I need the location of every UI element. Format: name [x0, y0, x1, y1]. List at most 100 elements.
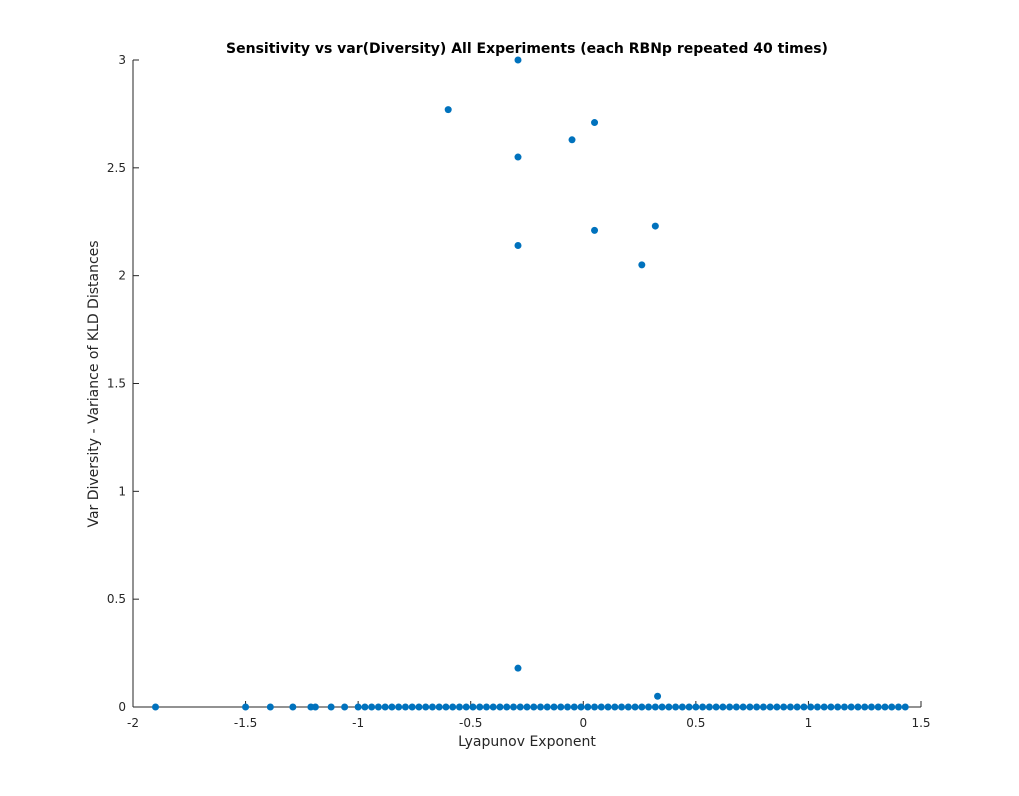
- scatter-point: [746, 703, 754, 711]
- data-points: [152, 56, 909, 711]
- axes: [132, 60, 921, 708]
- scatter-point: [564, 703, 572, 711]
- scatter-point: [514, 56, 522, 64]
- scatter-point: [591, 119, 599, 127]
- x-tick-label: -1: [352, 716, 364, 730]
- y-axis-label: Var Diversity - Variance of KLD Distance…: [86, 240, 102, 527]
- scatter-point: [739, 703, 747, 711]
- scatter-point: [509, 703, 517, 711]
- scatter-point: [638, 261, 646, 269]
- x-tick-label: -0.5: [459, 716, 482, 730]
- scatter-point: [854, 703, 862, 711]
- scatter-point: [496, 703, 504, 711]
- scatter-point: [834, 703, 842, 711]
- scatter-point: [780, 703, 788, 711]
- scatter-point: [591, 703, 599, 711]
- scatter-point: [327, 703, 335, 711]
- x-tick-label: 0: [579, 716, 587, 730]
- scatter-point: [341, 703, 349, 711]
- scatter-point: [651, 222, 659, 230]
- scatter-point: [401, 703, 409, 711]
- scatter-point: [712, 703, 720, 711]
- scatter-point: [705, 703, 713, 711]
- y-ticks: 0 0.5 1 1.5 2 2.5 3: [107, 53, 139, 714]
- scatter-point: [611, 703, 619, 711]
- scatter-point: [847, 703, 855, 711]
- scatter-point: [753, 703, 761, 711]
- scatter-point: [469, 703, 477, 711]
- scatter-point: [874, 703, 882, 711]
- scatter-point: [645, 703, 653, 711]
- scatter-point: [678, 703, 686, 711]
- scatter-point: [422, 703, 430, 711]
- scatter-point: [444, 106, 452, 114]
- y-tick-label: 0: [118, 700, 126, 714]
- scatter-point: [537, 703, 545, 711]
- scatter-point: [591, 226, 599, 234]
- scatter-point: [584, 703, 592, 711]
- scatter-point: [719, 703, 727, 711]
- x-tick-label: 1.5: [911, 716, 930, 730]
- scatter-point: [800, 703, 808, 711]
- scatter-point: [242, 703, 250, 711]
- scatter-point: [570, 703, 578, 711]
- x-ticks: -2 -1.5 -1 -0.5 0 0.5 1 1.5: [127, 701, 931, 730]
- scatter-point: [514, 664, 522, 672]
- scatter-point: [867, 703, 875, 711]
- scatter-point: [289, 703, 297, 711]
- scatter-point: [435, 703, 443, 711]
- scatter-point: [503, 703, 511, 711]
- scatter-point: [631, 703, 639, 711]
- scatter-point: [514, 153, 522, 161]
- scatter-point: [408, 703, 416, 711]
- scatter-point: [462, 703, 470, 711]
- scatter-point: [840, 703, 848, 711]
- scatter-point: [449, 703, 457, 711]
- y-tick-label: 2.5: [107, 161, 126, 175]
- scatter-point: [516, 703, 524, 711]
- scatter-point: [415, 703, 423, 711]
- scatter-point: [476, 703, 484, 711]
- scatter-point: [807, 703, 815, 711]
- scatter-point: [514, 241, 522, 249]
- scatter-point: [597, 703, 605, 711]
- scatter-point: [685, 703, 693, 711]
- x-tick-label: -2: [127, 716, 139, 730]
- scatter-point: [692, 703, 700, 711]
- x-tick-label: 1: [805, 716, 813, 730]
- y-tick-label: 3: [118, 53, 126, 67]
- scatter-point: [266, 703, 274, 711]
- scatter-point: [368, 703, 376, 711]
- scatter-point: [618, 703, 626, 711]
- x-tick-label: 0.5: [686, 716, 705, 730]
- scatter-point: [672, 703, 680, 711]
- scatter-point: [577, 703, 585, 711]
- scatter-point: [550, 703, 558, 711]
- scatter-point: [759, 703, 767, 711]
- scatter-point: [523, 703, 531, 711]
- scatter-point: [894, 703, 902, 711]
- scatter-point: [658, 703, 666, 711]
- scatter-point: [651, 703, 659, 711]
- scatter-point: [568, 136, 576, 144]
- scatter-point: [699, 703, 707, 711]
- y-tick-label: 1.5: [107, 377, 126, 391]
- scatter-point: [888, 703, 896, 711]
- x-axis-label: Lyapunov Exponent: [458, 734, 596, 750]
- scatter-point: [354, 703, 362, 711]
- scatter-point: [395, 703, 403, 711]
- scatter-point: [530, 703, 538, 711]
- scatter-point: [813, 703, 821, 711]
- y-tick-label: 2: [118, 269, 126, 283]
- y-tick-label: 0.5: [107, 592, 126, 606]
- scatter-point: [766, 703, 774, 711]
- scatter-point: [557, 703, 565, 711]
- scatter-point: [489, 703, 497, 711]
- scatter-point: [442, 703, 450, 711]
- x-tick-label: -1.5: [234, 716, 257, 730]
- scatter-point: [861, 703, 869, 711]
- scatter-point: [374, 703, 382, 711]
- scatter-point: [827, 703, 835, 711]
- scatter-point: [773, 703, 781, 711]
- scatter-point: [638, 703, 646, 711]
